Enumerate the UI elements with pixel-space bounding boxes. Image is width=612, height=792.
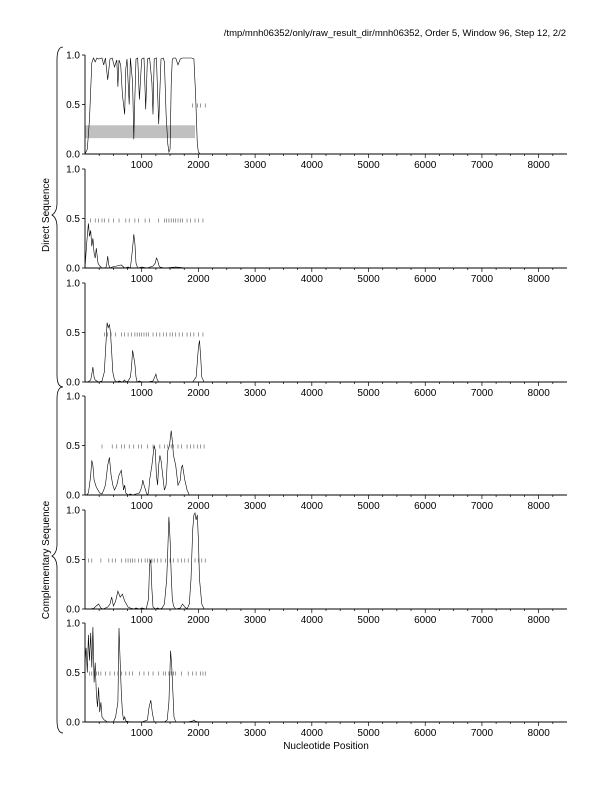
x-tick-label: 1000: [131, 388, 154, 399]
y-tick-label: 0.5: [66, 555, 80, 566]
y-tick-label: 0.5: [66, 668, 80, 679]
x-tick-label: 5000: [357, 615, 380, 626]
x-tick-label: 7000: [471, 615, 494, 626]
x-tick-label: 4000: [301, 501, 324, 512]
x-axis-title: Nucleotide Position: [283, 741, 369, 752]
x-tick-label: 6000: [414, 615, 437, 626]
direct-sequence-brace: [51, 46, 64, 388]
y-tick-label: 1.0: [66, 279, 80, 290]
x-tick-label: 7000: [471, 274, 494, 285]
x-tick-label: 1000: [131, 501, 154, 512]
x-tick-label: 7000: [471, 728, 494, 739]
x-tick-label: 8000: [528, 728, 551, 739]
panels: 0.0 0.5 1.0 1000 2000 3000 4000 5000 6000 7000 800…: [66, 51, 567, 739]
x-tick-label: 8000: [528, 388, 551, 399]
x-tick-label: 5000: [357, 728, 380, 739]
x-tick-label: 7000: [471, 501, 494, 512]
chart-title: /tmp/mnh06352/only/raw_result_dir/mnh063…: [224, 28, 566, 39]
x-tick-label: 8000: [528, 615, 551, 626]
x-tick-label: 5000: [357, 388, 380, 399]
x-tick-label: 4000: [301, 615, 324, 626]
series-line: [85, 512, 205, 610]
x-tick-label: 2000: [187, 728, 210, 739]
panel-direct-frame-1: 0.0 0.5 1.0 1000 2000 3000 4000 5000 6000 7000 800…: [66, 51, 567, 171]
x-tick-label: 6000: [414, 160, 437, 171]
direct-sequence-label: Direct Sequence: [41, 178, 52, 252]
x-tick-label: 4000: [301, 160, 324, 171]
x-tick-label: 6000: [414, 274, 437, 285]
y-tick-label: 1.0: [66, 506, 80, 517]
x-tick-label: 3000: [244, 160, 267, 171]
x-tick-label: 3000: [244, 274, 267, 285]
y-tick-label: 0.5: [66, 100, 80, 111]
x-tick-label: 8000: [528, 274, 551, 285]
y-tick-label: 0.5: [66, 214, 80, 225]
series-line: [84, 57, 201, 155]
x-tick-label: 5000: [357, 160, 380, 171]
x-tick-label: 2000: [187, 388, 210, 399]
panel-complement-frame-2: 0.0 0.5 1.0 1000 2000 3000 4000 5000 6000 7000 800…: [66, 506, 567, 626]
y-tick-label: 0.0: [66, 150, 80, 161]
x-tick-label: 3000: [244, 728, 267, 739]
x-tick-label: 4000: [301, 388, 324, 399]
y-tick-label: 0.5: [66, 328, 80, 339]
y-tick-label: 1.0: [66, 392, 80, 403]
x-tick-label: 3000: [244, 388, 267, 399]
y-tick-label: 1.0: [66, 619, 80, 630]
y-tick-label: 0.0: [66, 605, 80, 616]
x-tick-label: 1000: [131, 274, 154, 285]
x-tick-label: 3000: [244, 615, 267, 626]
y-tick-label: 1.0: [66, 51, 80, 62]
x-tick-label: 6000: [414, 728, 437, 739]
series-line: [85, 430, 205, 496]
x-tick-label: 1000: [131, 728, 154, 739]
x-tick-label: 8000: [528, 501, 551, 512]
panel-direct-frame-3: 0.0 0.5 1.0 1000 2000 3000 4000 5000 6000 7000 800…: [66, 279, 567, 399]
series-line: [85, 322, 205, 383]
x-tick-label: 2000: [187, 615, 210, 626]
y-tick-label: 0.5: [66, 441, 80, 452]
x-tick-label: 4000: [301, 274, 324, 285]
y-tick-label: 0.0: [66, 491, 80, 502]
x-tick-label: 6000: [414, 388, 437, 399]
x-tick-label: 2000: [187, 160, 210, 171]
complementary-sequence-brace: [51, 386, 64, 734]
x-tick-label: 1000: [131, 615, 154, 626]
x-tick-label: 2000: [187, 274, 210, 285]
x-tick-label: 1000: [131, 160, 154, 171]
y-tick-label: 0.0: [66, 264, 80, 275]
y-tick-label: 1.0: [66, 165, 80, 176]
complementary-sequence-label: Complementary Sequence: [41, 500, 52, 619]
x-tick-label: 5000: [357, 501, 380, 512]
y-tick-label: 0.0: [66, 718, 80, 729]
series-line: [84, 626, 205, 723]
x-tick-label: 7000: [471, 160, 494, 171]
series-line: [84, 223, 205, 269]
x-tick-label: 7000: [471, 388, 494, 399]
x-tick-label: 5000: [357, 274, 380, 285]
panel-direct-frame-2: 0.0 0.5 1.0 1000 2000 3000 4000 5000 6000 7000 800…: [66, 165, 567, 285]
x-tick-label: 6000: [414, 501, 437, 512]
panel-complement-frame-3: 0.0 0.5 1.0 1000 2000 3000 4000 5000 6000 7000 800…: [66, 619, 567, 739]
x-tick-label: 2000: [187, 501, 210, 512]
panel-complement-frame-1: 0.0 0.5 1.0 1000 2000 3000 4000 5000 6000 7000 800…: [66, 392, 567, 512]
x-tick-label: 3000: [244, 501, 267, 512]
highlight-region: [85, 125, 196, 139]
x-tick-label: 8000: [528, 160, 551, 171]
y-tick-label: 0.0: [66, 378, 80, 389]
x-tick-label: 4000: [301, 728, 324, 739]
